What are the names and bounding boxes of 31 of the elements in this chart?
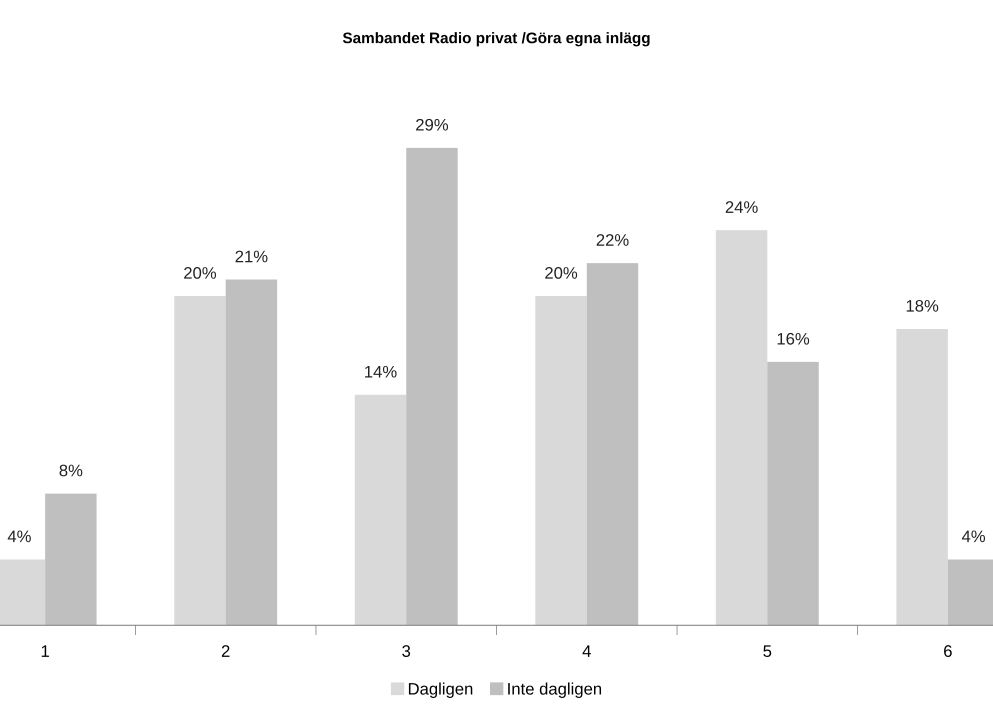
x-tick-label: 1 (42, 645, 49, 657)
bar (354, 394, 406, 626)
x-tick-label: 6 (944, 645, 952, 657)
data-label: 4% (962, 530, 986, 542)
x-tick-label: 5 (763, 645, 772, 657)
bar (586, 263, 638, 626)
bar (174, 296, 226, 626)
legend-label: Inte dagligen (508, 682, 602, 698)
data-label: 20% (184, 267, 216, 279)
data-label: 22% (596, 234, 629, 246)
data-label: 4% (8, 530, 31, 542)
bar (896, 328, 948, 626)
data-label: 16% (778, 332, 810, 345)
data-label: 29% (416, 118, 448, 131)
bar (767, 362, 819, 626)
data-label: 20% (545, 267, 578, 279)
bar (406, 148, 458, 626)
bar (716, 230, 768, 626)
chart-title: Sambandet Radio privat /Göra egna inlägg (342, 32, 650, 46)
data-label: 24% (726, 201, 758, 213)
bar (535, 296, 587, 626)
x-tick-label: 3 (402, 645, 410, 657)
bar (45, 494, 97, 626)
bar (226, 280, 278, 626)
x-tick-label: 4 (582, 645, 591, 657)
x-tick-label: 2 (222, 645, 230, 657)
legend-label: Dagligen (408, 682, 472, 698)
data-label: 8% (60, 464, 82, 476)
data-label: 18% (906, 300, 938, 312)
data-label: 14% (365, 366, 397, 378)
data-label: 21% (236, 250, 268, 262)
